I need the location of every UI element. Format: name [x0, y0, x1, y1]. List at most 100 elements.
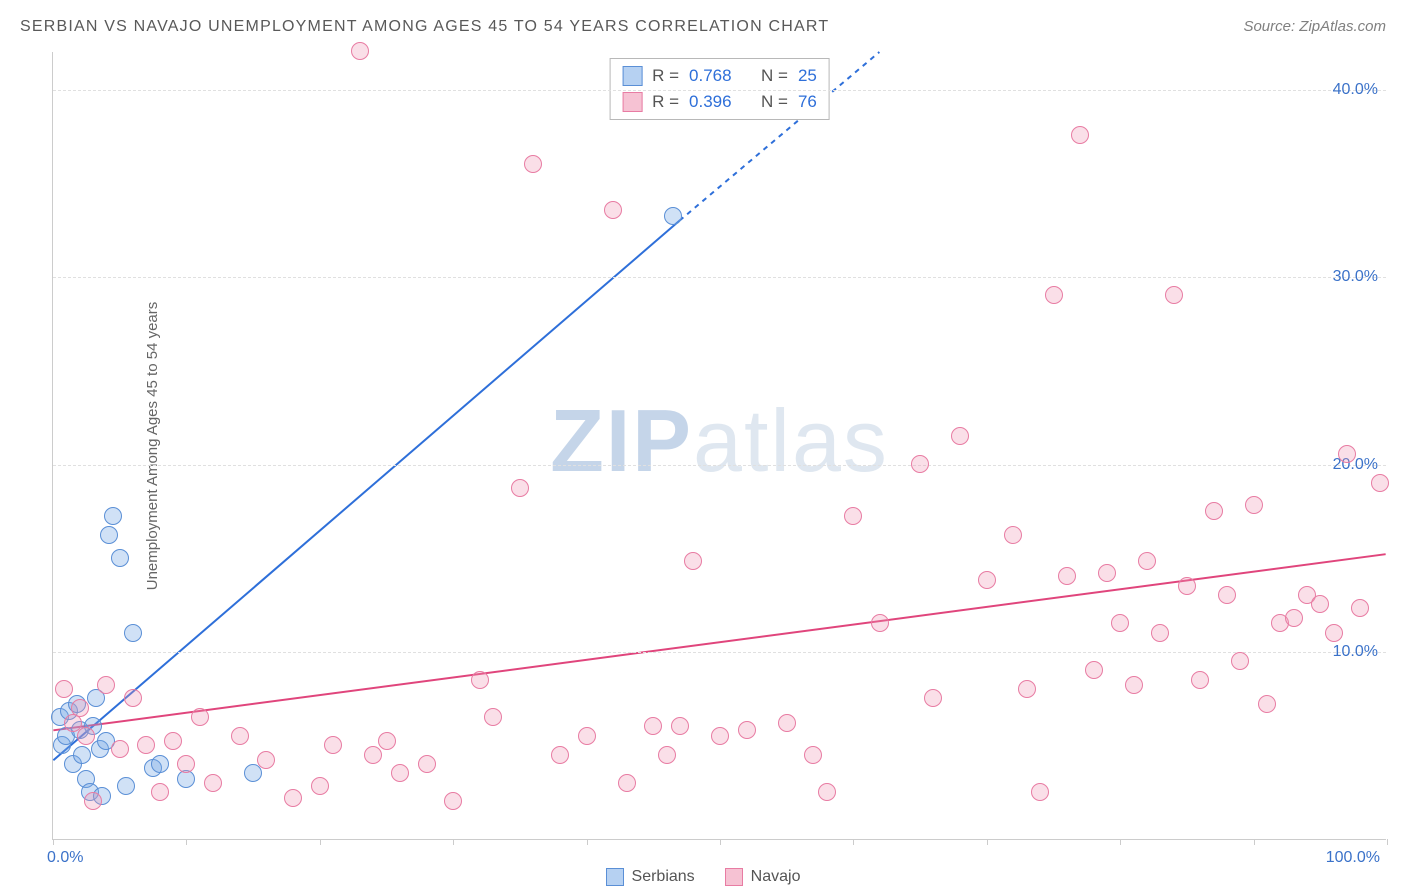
scatter-point-serbians [244, 764, 262, 782]
grid-line-h [53, 652, 1386, 653]
scatter-point-serbians [111, 549, 129, 567]
scatter-point-serbians [104, 507, 122, 525]
legend-swatch-navajo-b [725, 868, 743, 886]
x-tick-mark [587, 839, 588, 845]
legend-series: Serbians Navajo [0, 868, 1406, 886]
scatter-point-navajo [1165, 286, 1183, 304]
scatter-point-navajo [77, 727, 95, 745]
scatter-point-navajo [71, 699, 89, 717]
scatter-point-navajo [604, 201, 622, 219]
scatter-point-navajo [55, 680, 73, 698]
scatter-point-navajo [1338, 445, 1356, 463]
legend-label-serbians: Serbians [632, 868, 695, 886]
x-tick-mark [1120, 839, 1121, 845]
r-value-navajo: 0.396 [689, 89, 732, 115]
scatter-point-serbians [124, 624, 142, 642]
scatter-point-navajo [151, 783, 169, 801]
scatter-point-serbians [664, 207, 682, 225]
x-tick-label-max: 100.0% [1326, 849, 1380, 867]
r-label: R = [652, 89, 679, 115]
x-tick-mark [853, 839, 854, 845]
scatter-point-navajo [671, 717, 689, 735]
x-tick-mark [453, 839, 454, 845]
scatter-point-navajo [1045, 286, 1063, 304]
scatter-point-navajo [311, 777, 329, 795]
scatter-point-navajo [84, 792, 102, 810]
x-tick-mark [1254, 839, 1255, 845]
scatter-point-navajo [257, 751, 275, 769]
scatter-point-navajo [1111, 614, 1129, 632]
x-tick-mark [53, 839, 54, 845]
plot-area: ZIPatlas R = 0.768 N = 25 R = 0.396 N = … [52, 52, 1386, 840]
scatter-point-navajo [844, 507, 862, 525]
y-tick-label: 10.0% [1333, 643, 1378, 661]
scatter-point-navajo [738, 721, 756, 739]
scatter-point-navajo [231, 727, 249, 745]
x-tick-mark [1387, 839, 1388, 845]
r-value-serbians: 0.768 [689, 63, 732, 89]
scatter-point-navajo [1031, 783, 1049, 801]
scatter-point-navajo [618, 774, 636, 792]
legend-label-navajo: Navajo [751, 868, 801, 886]
scatter-point-navajo [111, 740, 129, 758]
scatter-point-navajo [1285, 609, 1303, 627]
scatter-point-navajo [1151, 624, 1169, 642]
x-tick-mark [186, 839, 187, 845]
scatter-point-navajo [511, 479, 529, 497]
scatter-point-navajo [1004, 526, 1022, 544]
chart-title: SERBIAN VS NAVAJO UNEMPLOYMENT AMONG AGE… [20, 18, 829, 36]
scatter-point-navajo [644, 717, 662, 735]
scatter-point-navajo [911, 455, 929, 473]
source-citation: Source: ZipAtlas.com [1243, 18, 1386, 35]
legend-item-serbians: Serbians [606, 868, 695, 886]
scatter-point-navajo [658, 746, 676, 764]
scatter-point-serbians [73, 746, 91, 764]
legend-row-serbians: R = 0.768 N = 25 [622, 63, 817, 89]
scatter-point-navajo [97, 676, 115, 694]
legend-swatch-serbians-b [606, 868, 624, 886]
scatter-point-navajo [418, 755, 436, 773]
scatter-point-navajo [804, 746, 822, 764]
y-tick-label: 30.0% [1333, 268, 1378, 286]
grid-line-h [53, 90, 1386, 91]
r-label: R = [652, 63, 679, 89]
legend-swatch-serbians [622, 66, 642, 86]
scatter-point-serbians [151, 755, 169, 773]
x-tick-mark [987, 839, 988, 845]
scatter-point-navajo [951, 427, 969, 445]
scatter-point-navajo [284, 789, 302, 807]
n-label: N = [761, 63, 788, 89]
scatter-point-navajo [871, 614, 889, 632]
legend-row-navajo: R = 0.396 N = 76 [622, 89, 817, 115]
scatter-point-navajo [124, 689, 142, 707]
scatter-point-navajo [578, 727, 596, 745]
scatter-point-navajo [1245, 496, 1263, 514]
grid-line-h [53, 465, 1386, 466]
scatter-point-navajo [551, 746, 569, 764]
scatter-point-navajo [177, 755, 195, 773]
n-label: N = [761, 89, 788, 115]
x-tick-label-min: 0.0% [47, 849, 83, 867]
scatter-point-navajo [1311, 595, 1329, 613]
scatter-point-navajo [444, 792, 462, 810]
y-tick-label: 40.0% [1333, 81, 1378, 99]
scatter-point-navajo [1371, 474, 1389, 492]
scatter-point-navajo [484, 708, 502, 726]
scatter-point-navajo [524, 155, 542, 173]
scatter-point-navajo [778, 714, 796, 732]
scatter-point-navajo [1178, 577, 1196, 595]
scatter-point-navajo [1098, 564, 1116, 582]
x-tick-mark [720, 839, 721, 845]
scatter-point-navajo [711, 727, 729, 745]
scatter-point-navajo [1231, 652, 1249, 670]
scatter-point-navajo [471, 671, 489, 689]
scatter-point-navajo [191, 708, 209, 726]
scatter-point-navajo [324, 736, 342, 754]
scatter-point-navajo [1085, 661, 1103, 679]
scatter-point-serbians [100, 526, 118, 544]
scatter-point-navajo [391, 764, 409, 782]
scatter-point-navajo [364, 746, 382, 764]
n-value-serbians: 25 [798, 63, 817, 89]
scatter-point-navajo [351, 42, 369, 60]
scatter-point-navajo [164, 732, 182, 750]
